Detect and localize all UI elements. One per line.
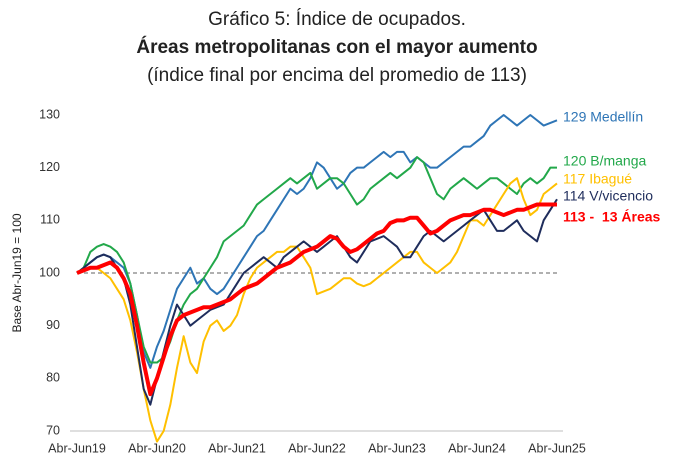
- y-tick-label: 90: [46, 318, 60, 332]
- y-tick-label: 120: [39, 160, 60, 174]
- series-label: 113 - 13 Áreas: [563, 209, 661, 225]
- y-tick-label: 130: [39, 107, 60, 121]
- x-tick-label: Abr-Jun21: [208, 441, 266, 455]
- series-line: [76, 202, 557, 397]
- chart-subtitle: Áreas metropolitanas con el mayor aument…: [136, 36, 537, 58]
- series-label: 129 Medellín: [563, 109, 643, 125]
- series-line: [76, 177, 558, 443]
- series-label: 114 V/vicencio: [563, 188, 653, 204]
- y-tick-label: 100: [39, 265, 60, 279]
- series-line: [76, 198, 558, 406]
- y-tick-label: 110: [40, 213, 60, 227]
- x-tick-label: Abr-Jun23: [368, 441, 426, 455]
- series-label: 120 B/manga: [563, 153, 646, 169]
- series-line: [76, 114, 558, 369]
- y-tick-label: 80: [46, 371, 60, 385]
- series-label: 117 Ibagué: [563, 171, 632, 187]
- chart-title: Gráfico 5: Índice de ocupados.: [208, 9, 466, 30]
- x-tick-label: Abr-Jun22: [288, 441, 346, 455]
- x-tick-label: Abr-Jun19: [48, 441, 106, 455]
- x-tick-label: Abr-Jun25: [528, 441, 586, 455]
- chart-note: (índice final por encima del promedio de…: [147, 65, 527, 86]
- y-tick-label: 70: [46, 423, 60, 437]
- y-axis-label: Base Abr-Jun19 = 100: [10, 213, 24, 332]
- x-tick-label: Abr-Jun24: [448, 441, 506, 455]
- x-tick-label: Abr-Jun20: [128, 441, 186, 455]
- series-line: [76, 156, 557, 364]
